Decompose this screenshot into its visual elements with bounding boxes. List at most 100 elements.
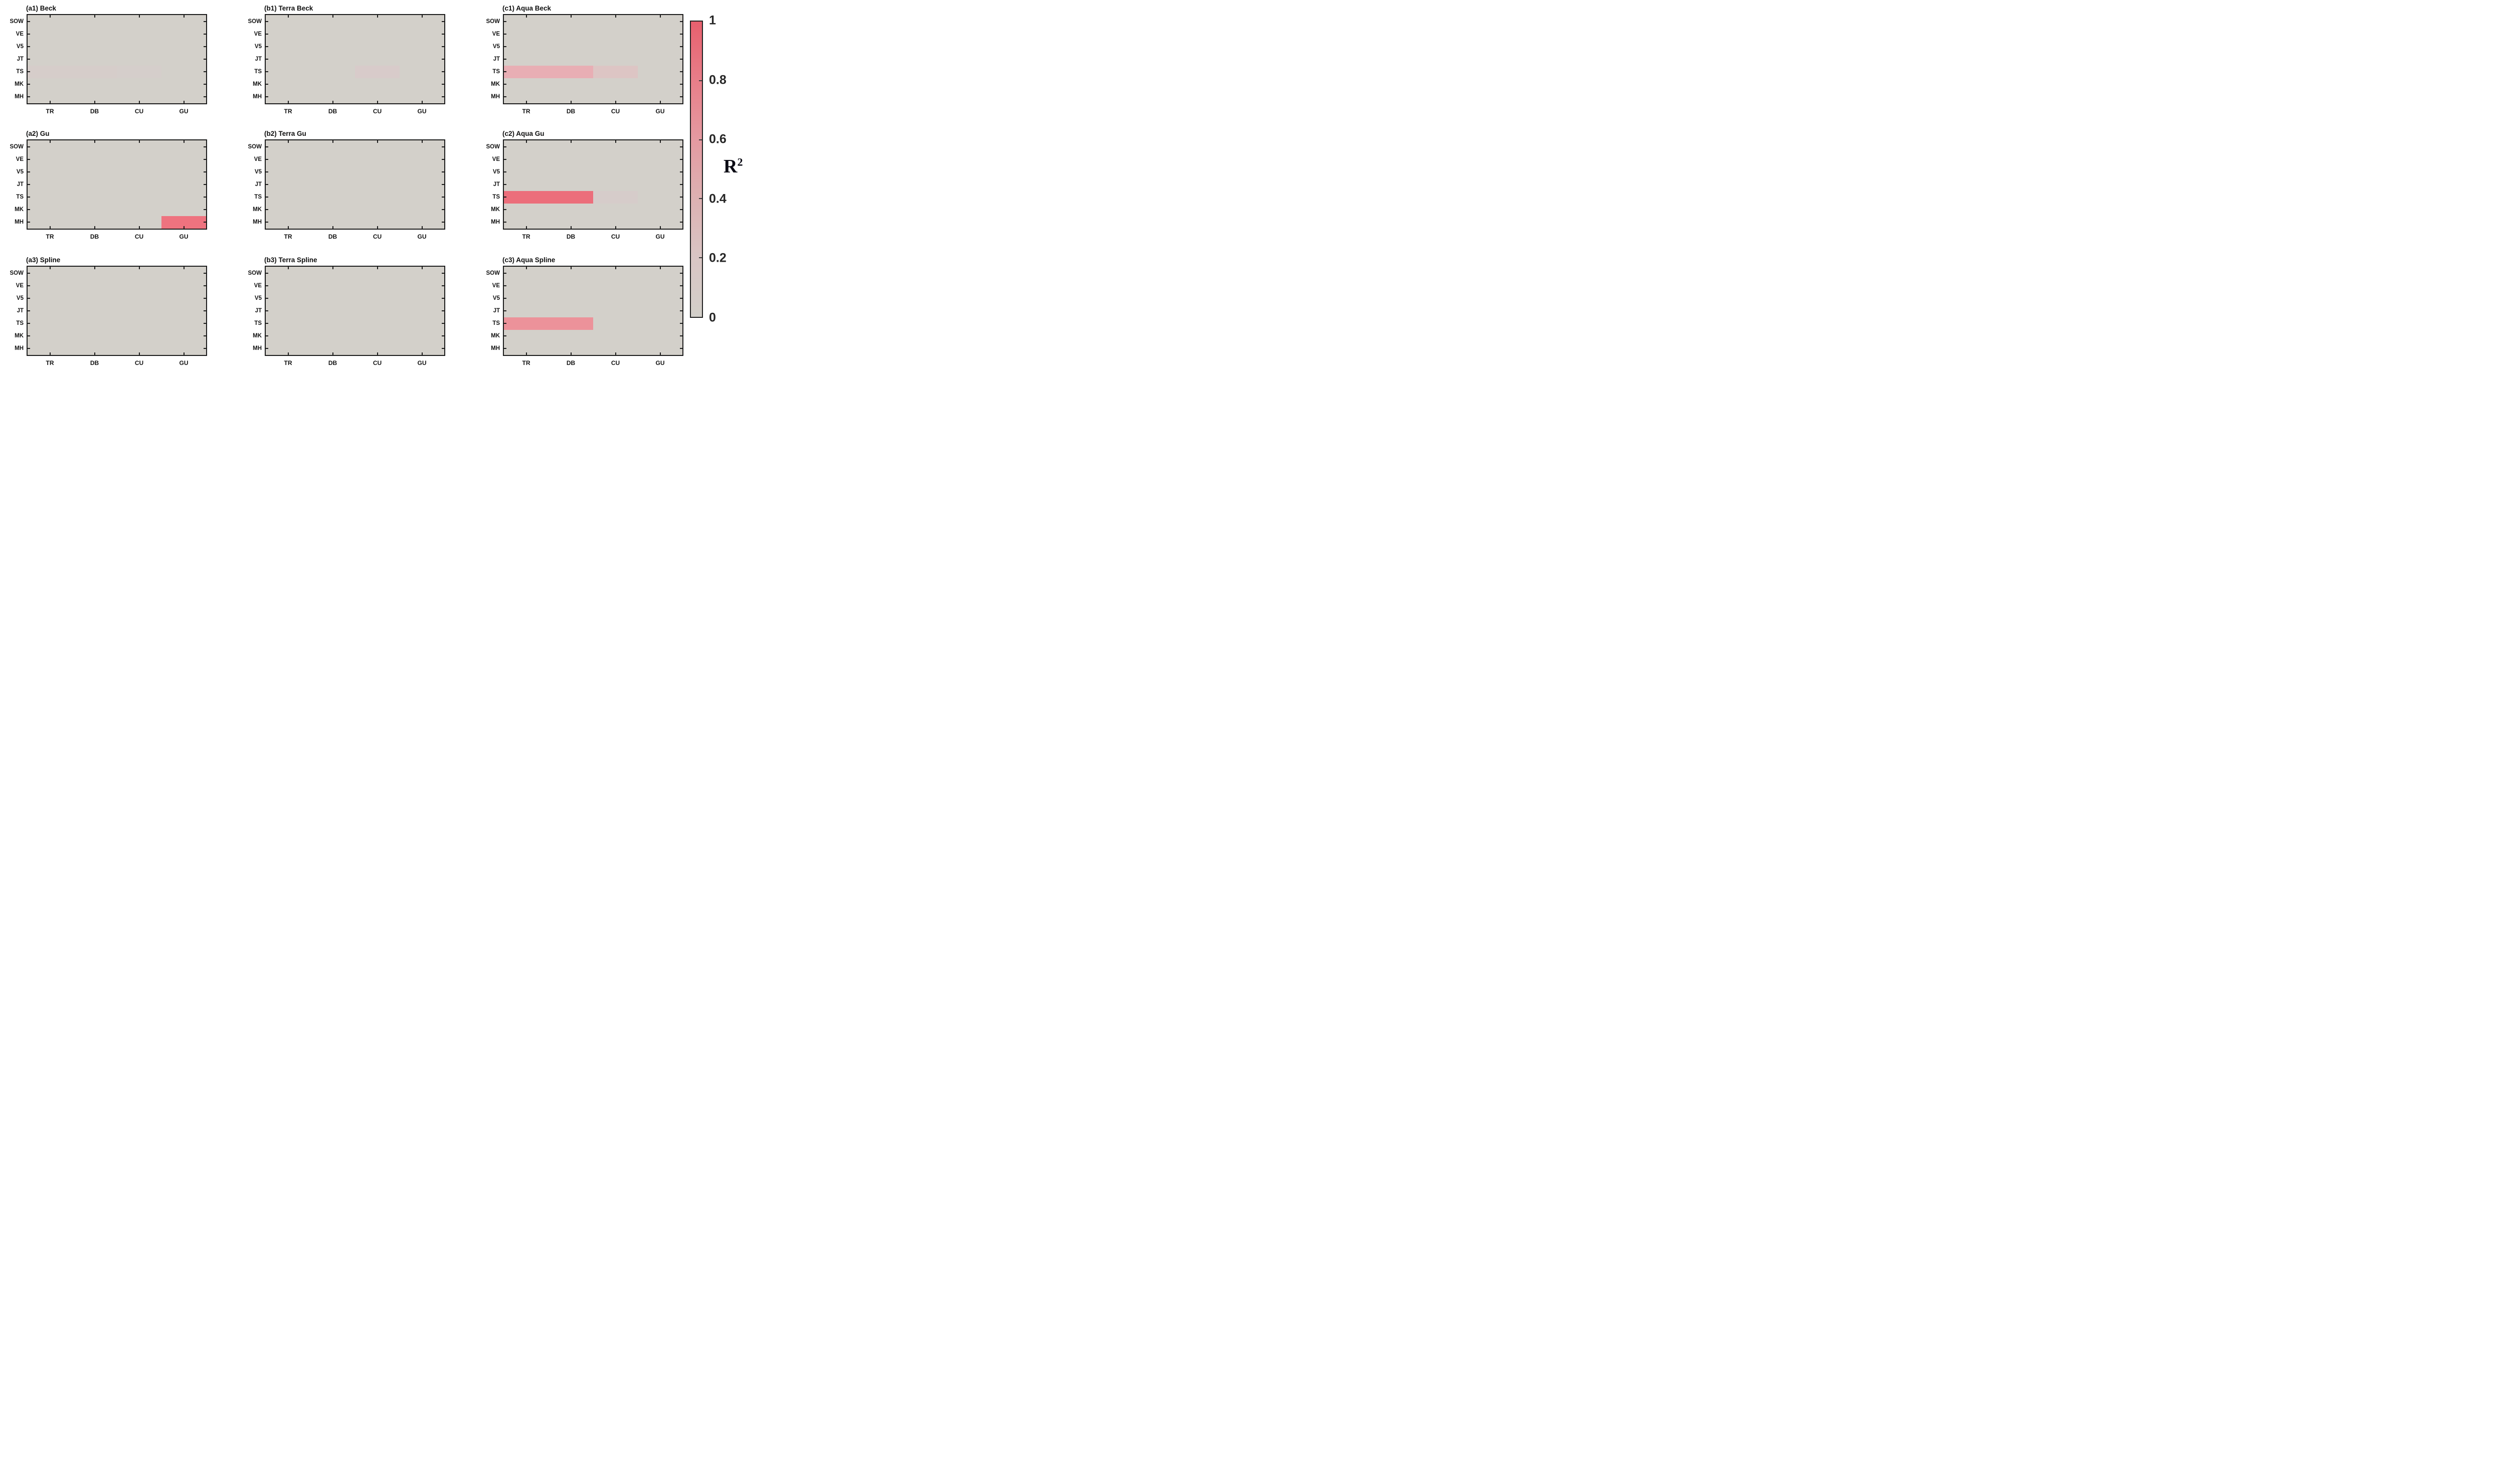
y-axis-label-MH: MH [15,345,24,352]
x-axis-label-GU: GU [655,233,665,240]
x-tick-mark [421,101,423,103]
x-axis-label-TR: TR [46,359,54,366]
y-axis-label-MH: MH [253,94,262,100]
y-axis-label-MH: MH [15,219,24,226]
y-axis-label-JT: JT [17,181,24,188]
x-tick-mark [138,352,140,355]
y-tick-mark [680,335,682,337]
y-axis-label-SOW: SOW [486,143,500,150]
x-axis-label-TR: TR [284,359,292,366]
panel-a1: (a1) Beck SOW VE V5 JT TS MK MH TR DB CU GU [10,5,207,115]
y-tick-mark [442,33,444,35]
y-axis-label-MK: MK [253,333,262,339]
y-axis-label-MH: MH [491,94,500,100]
colorbar-tick-mark [699,198,702,200]
x-axis-label-GU: GU [179,108,189,115]
y-tick-mark [680,96,682,98]
y-axis-label-V5: V5 [254,168,262,175]
x-tick-mark [332,352,333,355]
x-tick-mark [287,352,289,355]
x-axis-label-CU: CU [134,108,144,115]
y-tick-mark [442,184,444,185]
y-tick-mark [680,33,682,35]
y-axis-label-VE: VE [254,282,262,289]
y-tick-mark [442,171,444,172]
x-tick-mark [49,226,51,229]
y-axis-label-JT: JT [255,181,262,188]
y-tick-mark [28,335,30,337]
heatmap-cell-c2-TS-CU [593,191,638,204]
x-axis-label-CU: CU [373,233,382,240]
y-axis-label-TS: TS [492,69,500,75]
y-tick-mark [680,285,682,286]
y-tick-mark [204,222,206,223]
x-tick-mark [287,140,289,143]
y-axis-label-MK: MK [15,81,24,88]
y-axis-label-TS: TS [16,320,24,327]
x-tick-mark [377,101,378,103]
x-tick-mark [94,226,95,229]
y-tick-mark [680,348,682,349]
y-tick-mark [204,184,206,185]
y-tick-mark [504,146,506,147]
colorbar-tick-mark [699,257,702,259]
y-tick-mark [680,297,682,299]
y-tick-mark [204,158,206,160]
y-axis-label-MK: MK [491,333,500,339]
x-tick-mark [94,15,95,18]
y-axis-label-JT: JT [17,56,24,62]
panel-b3: (b3) Terra Spline SOW VE V5 JT TS MK MH TR DB CU G… [248,256,445,366]
colorbar-tick-mark [699,80,702,81]
y-tick-mark [266,222,268,223]
y-tick-mark [266,33,268,35]
y-axis-label-V5: V5 [492,43,500,50]
y-tick-mark [504,272,506,274]
y-tick-mark [266,209,268,211]
x-tick-mark [525,15,527,18]
y-tick-mark [204,46,206,47]
y-axis-label-V5: V5 [492,295,500,301]
y-axis-label-MH: MH [15,94,24,100]
y-axis-label-SOW: SOW [486,270,500,276]
heatmap-cell-c1-TS-TR [504,65,549,78]
x-tick-mark [377,15,378,18]
x-tick-mark [183,352,185,355]
y-axis-label-TS: TS [492,194,500,201]
y-tick-mark [204,348,206,349]
x-tick-mark [377,352,378,355]
x-tick-mark [49,101,51,103]
y-tick-mark [28,285,30,286]
x-tick-mark [377,267,378,269]
y-tick-mark [204,33,206,35]
x-tick-mark [183,226,185,229]
y-tick-mark [204,59,206,60]
y-tick-mark [266,71,268,73]
y-axis-label-V5: V5 [16,168,24,175]
y-tick-mark [28,272,30,274]
x-tick-mark [183,140,185,143]
y-tick-mark [204,171,206,172]
x-tick-mark [525,226,527,229]
y-axis-label-JT: JT [255,56,262,62]
y-tick-mark [504,310,506,311]
x-tick-mark [421,15,423,18]
y-tick-mark [266,335,268,337]
y-tick-mark [504,323,506,324]
y-tick-mark [28,171,30,172]
y-tick-mark [266,297,268,299]
x-tick-mark [287,226,289,229]
y-axis-label-SOW: SOW [248,270,262,276]
y-axis-label-MH: MH [253,345,262,352]
y-axis-label-MK: MK [491,81,500,88]
y-tick-mark [504,297,506,299]
x-axis-label-CU: CU [611,108,620,115]
x-axis-label-TR: TR [46,108,54,115]
y-tick-mark [680,59,682,60]
panel-title: (a2) Gu [26,130,50,137]
x-tick-mark [377,140,378,143]
x-axis-label-GU: GU [655,359,665,366]
panel-a3: (a3) Spline SOW VE V5 JT TS MK MH TR DB CU GU [10,256,207,366]
x-axis-label-CU: CU [611,233,620,240]
x-tick-mark [525,267,527,269]
colorbar-tick-mark [699,139,702,140]
